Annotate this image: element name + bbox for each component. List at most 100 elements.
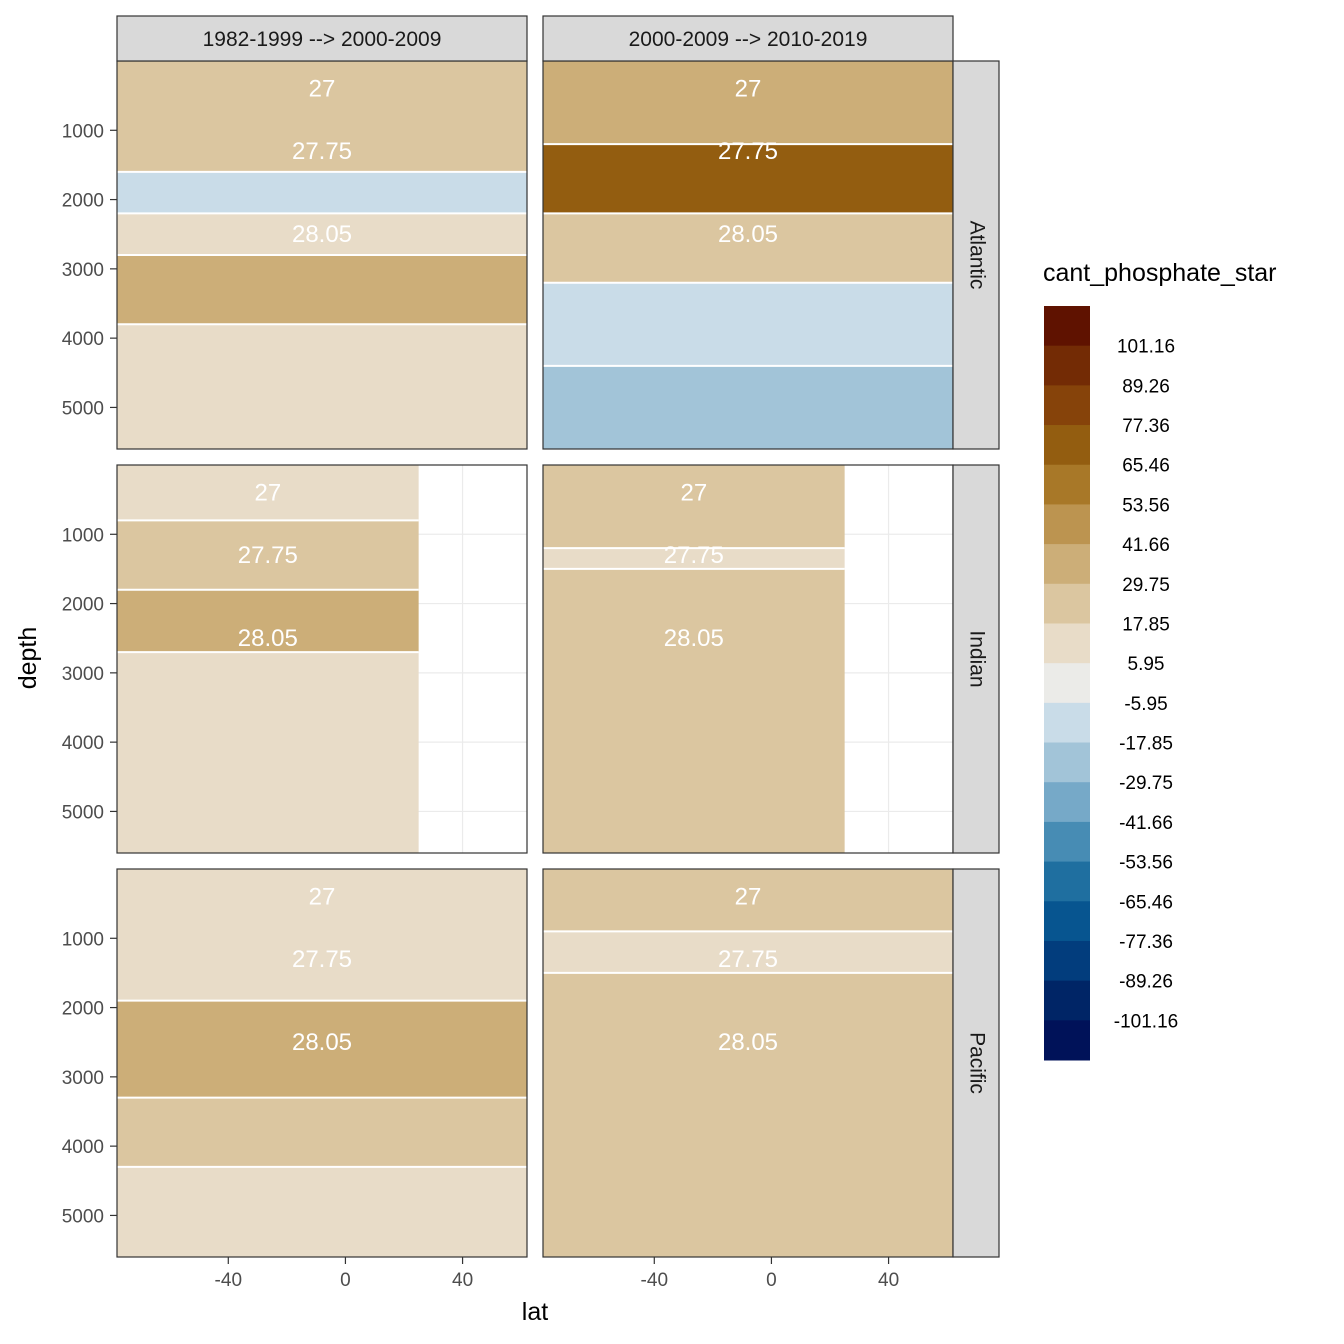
y-tick-label: 4000: [62, 1137, 104, 1158]
x-axis-title: lat: [522, 1298, 548, 1326]
legend-break-label: -77.36: [1119, 932, 1173, 953]
legend-break-label: -17.85: [1119, 734, 1173, 755]
isopycnal-label: 27.75: [718, 946, 778, 973]
data-band: [543, 365, 953, 449]
legend-swatch: [1044, 544, 1090, 585]
y-tick-label: 5000: [62, 802, 104, 823]
legend-break-label: 65.46: [1122, 456, 1170, 477]
legend-swatch: [1044, 345, 1090, 386]
x-tick-label: -40: [215, 1270, 242, 1291]
legend-break-label: 89.26: [1122, 376, 1170, 397]
data-band: [543, 213, 953, 283]
column-strip: [116, 15, 528, 62]
axes: 1000 2000 3000 4000 5000 1000 2000 3000 4000 5000…: [62, 121, 899, 1291]
legend-break-label: -65.46: [1119, 892, 1173, 913]
isopycnal-label: 27: [309, 76, 336, 103]
data-band: [117, 652, 419, 853]
legend-swatch: [1044, 821, 1090, 863]
facet-atlantic-1: 27 27.75 28.05: [116, 60, 528, 450]
data-band: [117, 171, 527, 214]
legend-swatch: [1044, 504, 1090, 545]
data-band: [117, 1166, 527, 1257]
row-strip: [952, 464, 1000, 854]
isopycnal-label: 28.05: [718, 221, 778, 248]
data-band: [117, 1097, 527, 1167]
y-tick-label: 3000: [62, 260, 104, 281]
legend-break-label: 41.66: [1122, 535, 1170, 556]
legend-break-label: 101.16: [1117, 337, 1175, 358]
legend-break-label: 53.56: [1122, 495, 1170, 516]
data-band: [543, 568, 845, 853]
legend-swatch: [1044, 702, 1090, 744]
x-tick-label: -40: [641, 1270, 668, 1291]
y-tick-label: 1000: [62, 525, 104, 546]
y-tick-label: 3000: [62, 1068, 104, 1089]
legend-break-label: 5.95: [1128, 654, 1165, 675]
x-tick-label: 0: [340, 1270, 351, 1291]
y-tick-label: 2000: [62, 999, 104, 1020]
isopycnal-label: 27: [680, 480, 707, 507]
legend-swatch: [1044, 980, 1090, 1021]
data-band: [117, 589, 419, 653]
column-strip-label: 1982-1999 --> 2000-2009: [203, 28, 442, 51]
data-band: [117, 465, 419, 521]
data-band: [117, 213, 527, 255]
isopycnal-label: 28.05: [718, 1029, 778, 1056]
isopycnal-label: 27.75: [238, 542, 298, 569]
data-band: [117, 1000, 527, 1098]
y-tick-label: 4000: [62, 733, 104, 754]
isopycnal-label: 27.75: [292, 138, 352, 165]
data-band: [543, 869, 953, 932]
row-strip-label: Pacific: [965, 1032, 988, 1094]
facet-strips: 1982-1999 --> 2000-2009 2000-2009 --> 201…: [116, 15, 1000, 1258]
data-band: [117, 61, 527, 172]
legend-swatch: [1044, 663, 1090, 704]
isopycnal-label: 27.75: [718, 138, 778, 165]
legend-break-label: 17.85: [1122, 614, 1170, 635]
data-band: [543, 282, 953, 366]
legend-break-label: -5.95: [1124, 694, 1167, 715]
y-tick-label: 2000: [62, 595, 104, 616]
isopycnal-label: 27.75: [664, 542, 724, 569]
legend-swatch: [1044, 782, 1090, 823]
legend-swatch: [1044, 623, 1090, 664]
data-band: [117, 520, 419, 590]
y-tick-label: 5000: [62, 398, 104, 419]
legend-swatch: [1044, 901, 1090, 942]
legend-break-label: -41.66: [1119, 813, 1173, 834]
x-tick-label: 0: [766, 1270, 777, 1291]
legend-break-label: -101.16: [1114, 1011, 1178, 1032]
legend-swatch: [1044, 583, 1090, 624]
isopycnal-label: 27.75: [292, 946, 352, 973]
y-axis-title: depth: [14, 627, 42, 690]
legend-labels: 101.16 89.26 77.36 65.46 53.56 41.66 29.75 17.8…: [1114, 337, 1178, 1033]
y-tick-label: 4000: [62, 329, 104, 350]
legend: cant_phosphate_star 101.16 89.26 77.36 65.4…: [1043, 259, 1277, 1061]
legend-swatch: [1044, 742, 1090, 783]
y-tick-label: 1000: [62, 121, 104, 142]
facet-atlantic-2: 27 27.75 28.05: [542, 60, 954, 450]
data-band: [543, 144, 953, 214]
row-strip: [952, 60, 1000, 450]
isopycnal-label: 27: [735, 884, 762, 911]
isopycnal-label: 27: [735, 76, 762, 103]
legend-break-label: 29.75: [1122, 575, 1170, 596]
legend-swatches: [1044, 306, 1090, 1061]
row-strip-label: Atlantic: [965, 221, 988, 290]
legend-swatch: [1044, 861, 1090, 902]
legend-break-label: -53.56: [1119, 853, 1173, 874]
data-band: [543, 61, 953, 145]
column-strip: [542, 15, 954, 62]
facet-panels: 2727.7528.052727.7528.052727.7528.052727…: [116, 60, 954, 1258]
legend-break-label: -29.75: [1119, 773, 1173, 794]
facet-indian-1: 27 27.75 28.05: [116, 464, 528, 854]
row-strip-label: Indian: [965, 630, 988, 687]
data-band: [117, 869, 527, 1001]
isopycnal-label: 27: [309, 884, 336, 911]
legend-swatch: [1044, 1020, 1090, 1061]
legend-break-label: -89.26: [1119, 972, 1173, 993]
isopycnal-label: 28.05: [292, 1029, 352, 1056]
legend-swatch: [1044, 940, 1090, 982]
isopycnal-label: 28.05: [238, 625, 298, 652]
